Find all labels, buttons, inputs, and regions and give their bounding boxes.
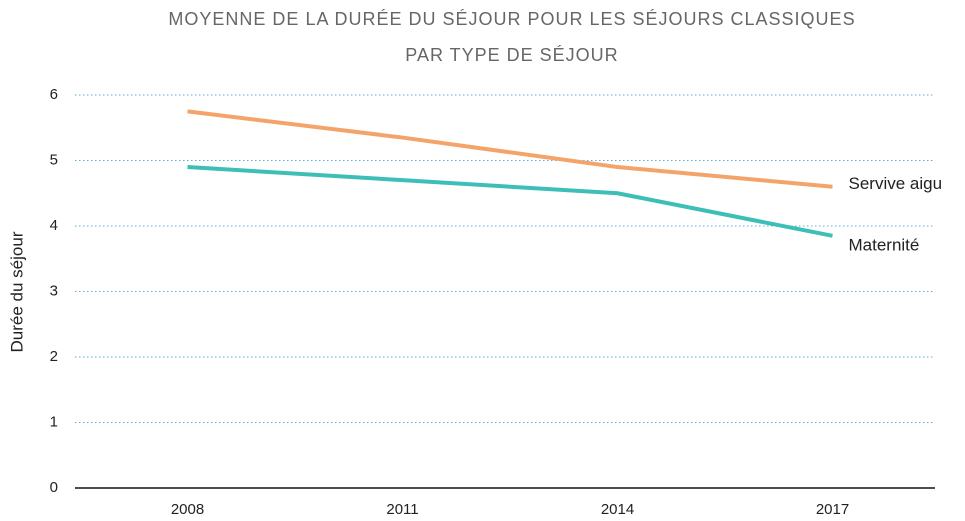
series-label: Maternité [849, 235, 920, 254]
y-tick-label: 2 [50, 348, 58, 365]
x-tick-label: 2008 [171, 501, 204, 518]
series-line [187, 165, 833, 238]
series-label: Servive aigu [849, 174, 943, 193]
chart-title: PAR TYPE DE SÉJOUR [405, 45, 618, 65]
series-line [187, 109, 833, 189]
y-tick-label: 6 [50, 86, 58, 103]
y-tick-label: 5 [50, 151, 58, 168]
x-tick-label: 2014 [601, 501, 634, 518]
x-tick-label: 2011 [386, 501, 418, 518]
chart-title: MOYENNE DE LA DURÉE DU SÉJOUR POUR LES S… [168, 9, 855, 29]
y-axis-label: Durée du séjour [7, 231, 26, 352]
y-tick-label: 0 [50, 479, 58, 496]
y-tick-label: 4 [50, 217, 58, 234]
y-tick-label: 1 [50, 413, 58, 430]
y-tick-label: 3 [50, 282, 58, 299]
x-tick-label: 2017 [816, 501, 849, 518]
